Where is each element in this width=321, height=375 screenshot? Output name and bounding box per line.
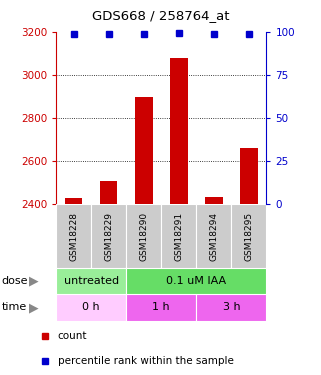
Text: 0.1 uM IAA: 0.1 uM IAA [166, 276, 226, 286]
Text: GSM18228: GSM18228 [69, 212, 78, 261]
Bar [65, 198, 82, 204]
Bar [126, 268, 266, 294]
Bar [240, 148, 258, 204]
Bar [91, 204, 126, 268]
Text: untreated: untreated [64, 276, 119, 286]
Bar [135, 97, 152, 204]
Text: count: count [58, 331, 87, 341]
Bar [100, 181, 117, 204]
Text: GSM18229: GSM18229 [104, 212, 113, 261]
Bar [170, 58, 187, 204]
Bar [205, 197, 223, 204]
Bar [231, 204, 266, 268]
Text: dose: dose [2, 276, 28, 286]
Bar [196, 204, 231, 268]
Text: GSM18295: GSM18295 [244, 211, 253, 261]
Bar [126, 204, 161, 268]
Text: ▶: ▶ [29, 275, 39, 288]
Bar [56, 204, 91, 268]
Text: percentile rank within the sample: percentile rank within the sample [58, 356, 234, 366]
Text: GSM18290: GSM18290 [139, 211, 148, 261]
Text: GSM18291: GSM18291 [174, 211, 183, 261]
Bar [56, 268, 126, 294]
Text: time: time [2, 303, 27, 312]
Bar [196, 294, 266, 321]
Bar [126, 294, 196, 321]
Bar [56, 294, 126, 321]
Text: ▶: ▶ [29, 301, 39, 314]
Text: 3 h: 3 h [222, 303, 240, 312]
Text: 1 h: 1 h [152, 303, 170, 312]
Text: GSM18294: GSM18294 [209, 212, 218, 261]
Bar [161, 204, 196, 268]
Text: GDS668 / 258764_at: GDS668 / 258764_at [92, 9, 229, 22]
Text: 0 h: 0 h [82, 303, 100, 312]
